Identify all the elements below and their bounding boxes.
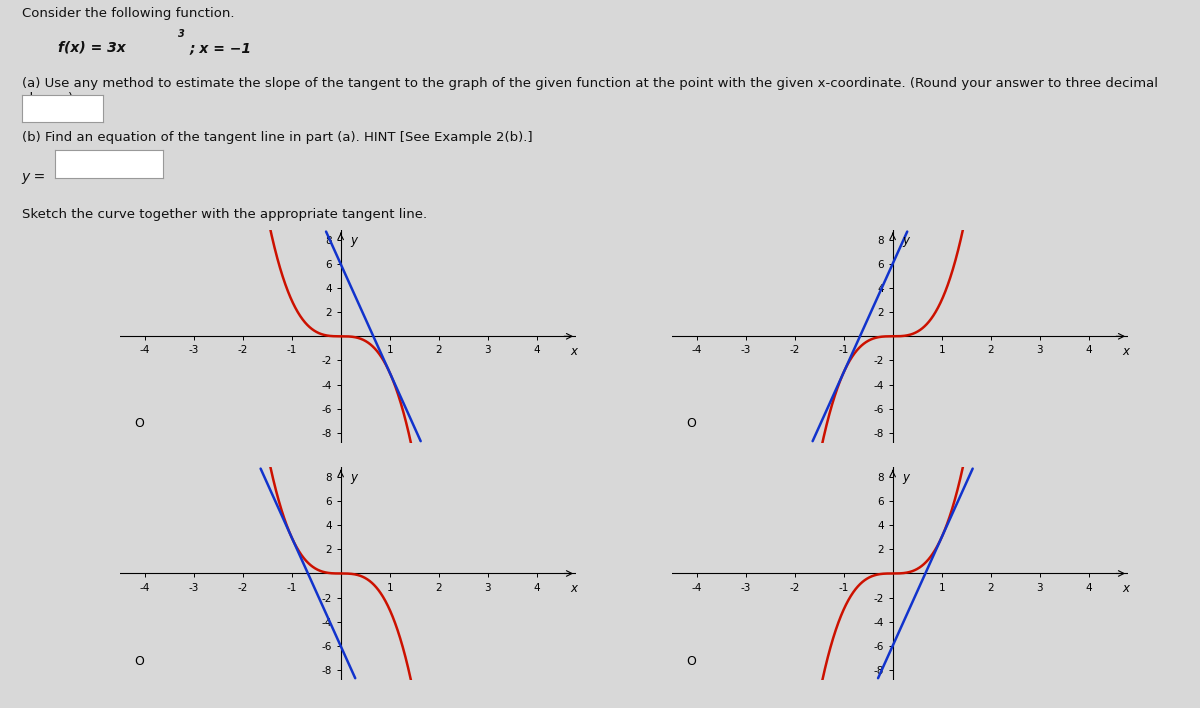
Text: y: y [902,234,910,246]
Text: O: O [134,418,144,430]
Text: x: x [1122,582,1129,595]
Text: x: x [1122,345,1129,358]
Text: Sketch the curve together with the appropriate tangent line.: Sketch the curve together with the appro… [22,208,427,222]
Text: x: x [570,582,577,595]
Text: O: O [686,418,696,430]
Text: 3: 3 [178,30,185,40]
Text: f(x) = 3x: f(x) = 3x [58,41,125,55]
Text: y: y [350,234,358,246]
Text: y: y [902,471,910,484]
Text: O: O [134,655,144,668]
Text: (a) Use any method to estimate the slope of the tangent to the graph of the give: (a) Use any method to estimate the slope… [22,77,1158,105]
Text: y =: y = [22,170,46,184]
Text: y: y [350,471,358,484]
Text: Consider the following function.: Consider the following function. [22,7,234,20]
Text: O: O [686,655,696,668]
Text: ; x = −1: ; x = −1 [190,41,252,55]
Text: (b) Find an equation of the tangent line in part (a). HINT [See Example 2(b).]: (b) Find an equation of the tangent line… [22,132,533,144]
Text: x: x [570,345,577,358]
